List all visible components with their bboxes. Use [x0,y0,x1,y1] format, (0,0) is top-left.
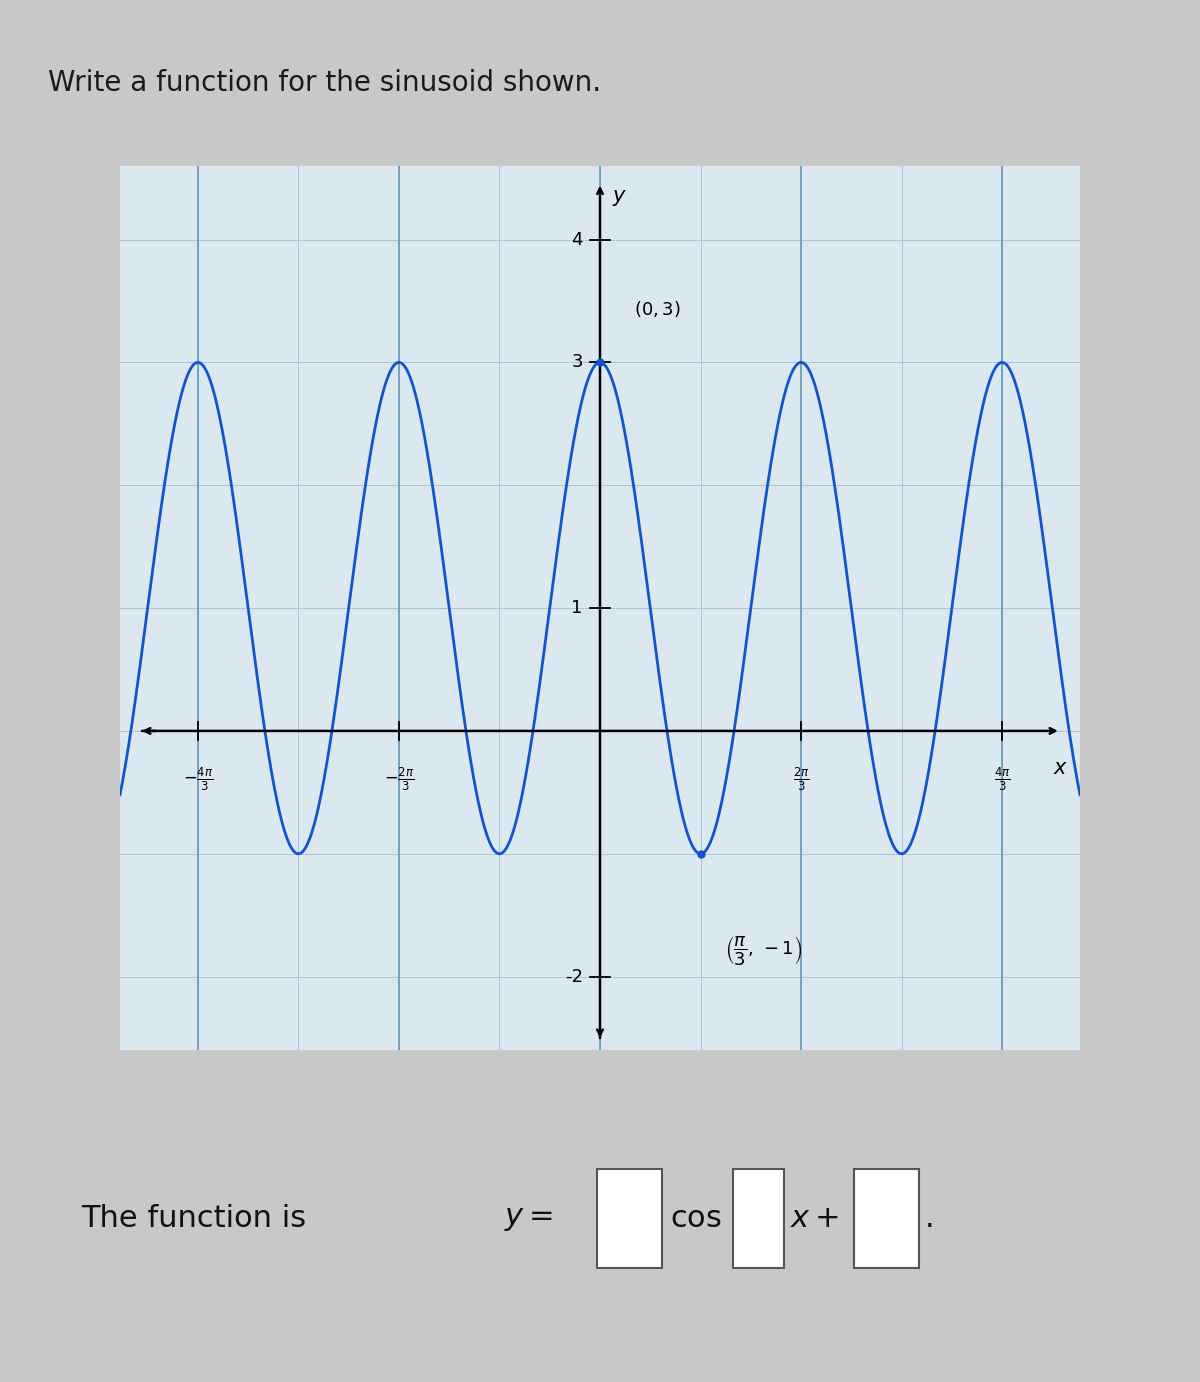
Text: 3: 3 [571,354,583,372]
Text: The function is: The function is [82,1204,316,1233]
Text: $x$: $x$ [1054,757,1068,778]
Bar [733,1169,784,1267]
Text: Write a function for the sinusoid shown.: Write a function for the sinusoid shown. [48,69,601,97]
Text: $\frac{4\pi}{3}$: $\frac{4\pi}{3}$ [994,766,1010,793]
Bar [596,1169,662,1267]
Text: $\cos$: $\cos$ [670,1204,721,1233]
Text: $.$: $.$ [924,1204,941,1233]
Text: $x +$: $x +$ [790,1204,839,1233]
Text: $(0, 3)$: $(0, 3)$ [634,300,680,319]
Text: $y =$: $y =$ [504,1204,553,1233]
Text: $-\frac{4\pi}{3}$: $-\frac{4\pi}{3}$ [182,766,214,793]
Text: $\frac{2\pi}{3}$: $\frac{2\pi}{3}$ [793,766,809,793]
Bar [854,1169,919,1267]
Text: $-\frac{2\pi}{3}$: $-\frac{2\pi}{3}$ [384,766,414,793]
Text: 1: 1 [571,598,583,618]
Text: 4: 4 [571,231,583,249]
Text: -2: -2 [565,967,583,985]
Text: $\left(\dfrac{\pi}{3},\,-1\right)$: $\left(\dfrac{\pi}{3},\,-1\right)$ [725,934,802,966]
Text: $y$: $y$ [612,188,626,209]
